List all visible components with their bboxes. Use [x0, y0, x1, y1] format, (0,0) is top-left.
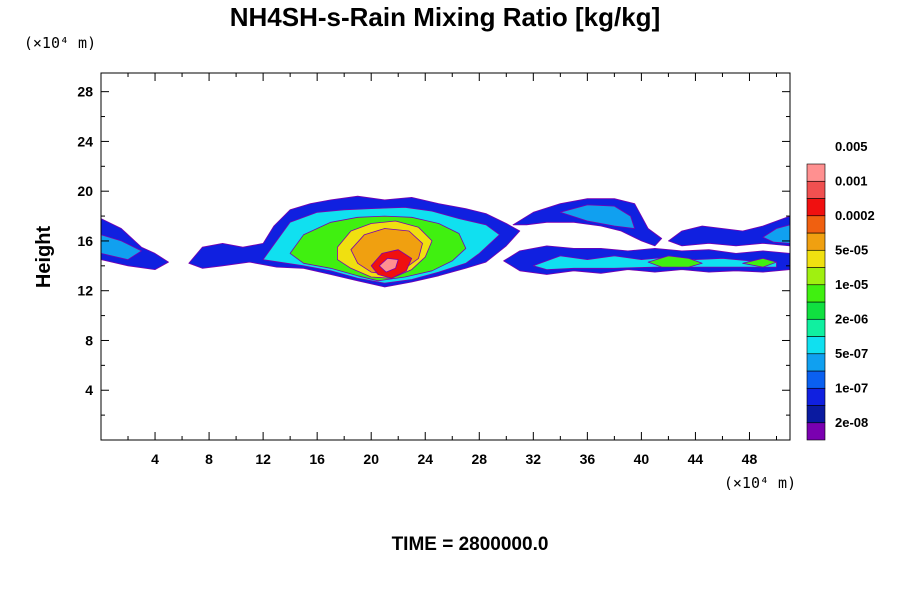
colorbar-swatch	[806, 267, 826, 286]
x-tick-label: 16	[309, 451, 325, 467]
x-tick-label: 40	[634, 451, 650, 467]
y-tick-label: 24	[77, 133, 93, 149]
colorbar-label: 1e-07	[835, 380, 868, 395]
colorbar-swatch	[806, 284, 826, 303]
contour-region-14	[559, 204, 635, 229]
x-axis: 4 8 12 16 20 24 28 32 36 40 44 48	[127, 73, 777, 467]
colorbar-label: 1e-05	[835, 277, 868, 292]
x-tick-label: 32	[526, 451, 542, 467]
x-tick-label: 12	[255, 451, 271, 467]
y-tick-label: 4	[85, 382, 93, 398]
contour-region-15	[668, 215, 790, 247]
colorbar-swatch	[806, 215, 826, 234]
colorbar-swatch	[806, 422, 826, 441]
contour-region-13	[512, 198, 663, 247]
colorbar-legend: 2e-08 1e-07 5e-07 2e-06 1e-05 5e-05 0.0002 0.00…	[806, 139, 875, 441]
colorbar-swatch	[806, 405, 826, 424]
colorbar-swatch	[806, 180, 826, 199]
chart-title: NH4SH-s-Rain Mixing Ratio [kg/kg]	[230, 2, 660, 32]
colorbar-label: 2e-08	[835, 415, 868, 430]
colorbar-label: 0.001	[835, 173, 868, 188]
x-tick-label: 4	[151, 451, 159, 467]
x-tick-label: 28	[471, 451, 487, 467]
colorbar-label: 5e-07	[835, 346, 868, 361]
contour-region-1	[101, 234, 142, 261]
x-tick-label: 36	[580, 451, 596, 467]
colorbar-swatch	[806, 232, 826, 251]
contour-region-11	[647, 255, 703, 268]
colorbar-label: 2e-06	[835, 311, 868, 326]
colorbar-label: 0.0002	[835, 208, 875, 223]
time-label: TIME = 2800000.0	[392, 534, 549, 555]
x-tick-label: 8	[205, 451, 213, 467]
contour-region-12	[742, 257, 777, 268]
y-axis: 4 8 12 16 20 24 28	[77, 84, 790, 416]
colorbar-swatch	[806, 387, 826, 406]
colorbar-swatch	[806, 370, 826, 389]
y-tick-label: 8	[85, 332, 93, 348]
colorbar-swatch	[806, 163, 826, 182]
colorbar-label: 0.005	[835, 139, 868, 154]
y-tick-label: 12	[77, 283, 93, 299]
plot-frame	[100, 72, 791, 441]
colorbar-swatch	[806, 301, 826, 320]
y-tick-label: 28	[77, 84, 93, 100]
x-tick-label: 20	[363, 451, 379, 467]
x-tick-label: 44	[688, 451, 704, 467]
colorbar-label: 5e-05	[835, 242, 868, 257]
x-tick-label: 24	[417, 451, 433, 467]
y-tick-label: 20	[77, 183, 93, 199]
contour-region-16	[762, 224, 790, 244]
colorbar-swatch	[806, 198, 826, 217]
contour-region-8	[378, 257, 399, 273]
colorbar-swatch	[806, 318, 826, 337]
colorbar-swatch	[806, 353, 826, 372]
x-unit-label: (×10⁴ m)	[724, 474, 796, 492]
contour-plot-area	[100, 72, 791, 441]
colorbar-swatch	[806, 249, 826, 268]
colorbar-swatch	[806, 336, 826, 355]
y-tick-label: 16	[77, 233, 93, 249]
y-unit-label: (×10⁴ m)	[24, 34, 96, 52]
y-axis-label: Height	[33, 226, 55, 289]
x-tick-label: 48	[742, 451, 758, 467]
